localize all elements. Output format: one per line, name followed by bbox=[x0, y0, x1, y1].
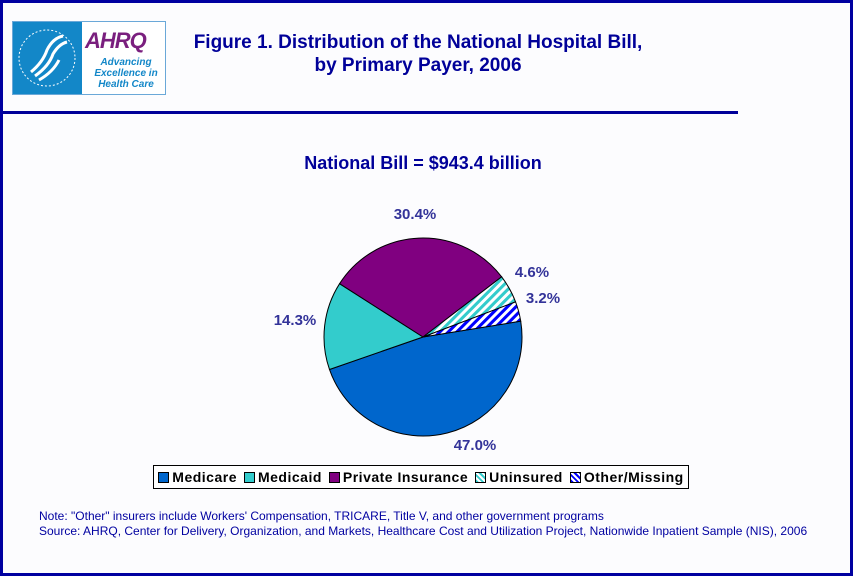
legend-swatch bbox=[328, 471, 340, 483]
legend-label: Medicaid bbox=[257, 469, 322, 485]
legend-item: Uninsured bbox=[475, 469, 563, 485]
figure-title: Figure 1. Distribution of the National H… bbox=[183, 31, 653, 77]
pie-slice-medicaid bbox=[323, 282, 425, 371]
legend-item: Medicare bbox=[158, 469, 237, 485]
pie-slice-medicare bbox=[328, 320, 523, 437]
title-line-2: by Primary Payer, 2006 bbox=[314, 55, 522, 76]
note-text: Note: "Other" insurers include Workers' … bbox=[39, 509, 604, 523]
data-label: 4.6% bbox=[515, 264, 549, 281]
pie-slice-private-insurance bbox=[338, 237, 503, 338]
header-divider bbox=[3, 111, 738, 114]
legend-label: Private Insurance bbox=[342, 469, 469, 485]
legend-swatch bbox=[569, 471, 581, 483]
legend-label: Other/Missing bbox=[583, 469, 684, 485]
ahrq-wordmark: AHRQ bbox=[85, 28, 147, 53]
chart-subtitle: National Bill = $943.4 billion bbox=[304, 153, 542, 173]
legend-swatch bbox=[243, 471, 255, 483]
pie-slice-other-missing bbox=[422, 301, 522, 338]
footnotes: Note: "Other" insurers include Workers' … bbox=[39, 509, 839, 539]
title-line-1: Figure 1. Distribution of the National H… bbox=[193, 32, 643, 53]
legend-label: Medicare bbox=[172, 469, 237, 485]
logo-tagline: Advancing Excellence in Health Care bbox=[94, 57, 158, 90]
data-label: 3.2% bbox=[526, 290, 560, 307]
source-text: Source: AHRQ, Center for Delivery, Organ… bbox=[39, 524, 808, 538]
legend-item: Private Insurance bbox=[328, 469, 469, 485]
ahrq-logo: AHRQ Advancing Excellence in Health Care bbox=[12, 21, 166, 95]
data-label: 14.3% bbox=[274, 312, 317, 329]
legend-label: Uninsured bbox=[489, 469, 563, 485]
legend-item: Other/Missing bbox=[569, 469, 684, 485]
legend-item: Medicaid bbox=[243, 469, 322, 485]
data-label: 47.0% bbox=[454, 437, 497, 454]
pie-chart: 47.0% 14.3% 30.4% 4.6% 3.2% bbox=[274, 206, 560, 454]
legend-swatch bbox=[475, 471, 487, 483]
data-label: 30.4% bbox=[394, 206, 437, 223]
hhs-seal-icon bbox=[13, 22, 82, 94]
legend-swatch bbox=[158, 471, 170, 483]
chart-legend: Medicare Medicaid Private Insurance Uninsur… bbox=[153, 465, 689, 489]
